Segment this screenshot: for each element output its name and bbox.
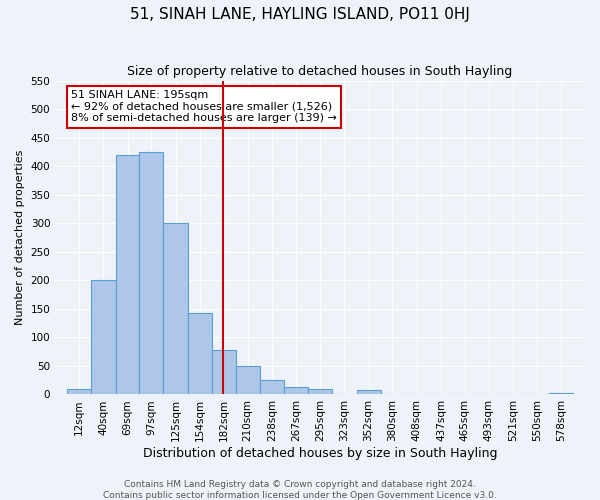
Bar bbox=[549, 392, 573, 394]
Bar bbox=[139, 152, 163, 394]
Bar bbox=[116, 155, 139, 394]
Bar bbox=[67, 389, 91, 394]
Text: 51, SINAH LANE, HAYLING ISLAND, PO11 0HJ: 51, SINAH LANE, HAYLING ISLAND, PO11 0HJ bbox=[130, 8, 470, 22]
Text: Contains HM Land Registry data © Crown copyright and database right 2024.
Contai: Contains HM Land Registry data © Crown c… bbox=[103, 480, 497, 500]
Bar bbox=[91, 280, 116, 394]
Bar bbox=[260, 380, 284, 394]
Text: 51 SINAH LANE: 195sqm
← 92% of detached houses are smaller (1,526)
8% of semi-de: 51 SINAH LANE: 195sqm ← 92% of detached … bbox=[71, 90, 337, 123]
X-axis label: Distribution of detached houses by size in South Hayling: Distribution of detached houses by size … bbox=[143, 447, 497, 460]
Bar bbox=[163, 223, 188, 394]
Bar bbox=[357, 390, 380, 394]
Bar bbox=[284, 387, 308, 394]
Bar bbox=[308, 389, 332, 394]
Title: Size of property relative to detached houses in South Hayling: Size of property relative to detached ho… bbox=[127, 65, 513, 78]
Bar bbox=[212, 350, 236, 395]
Bar bbox=[188, 313, 212, 394]
Bar bbox=[236, 366, 260, 394]
Y-axis label: Number of detached properties: Number of detached properties bbox=[15, 150, 25, 325]
